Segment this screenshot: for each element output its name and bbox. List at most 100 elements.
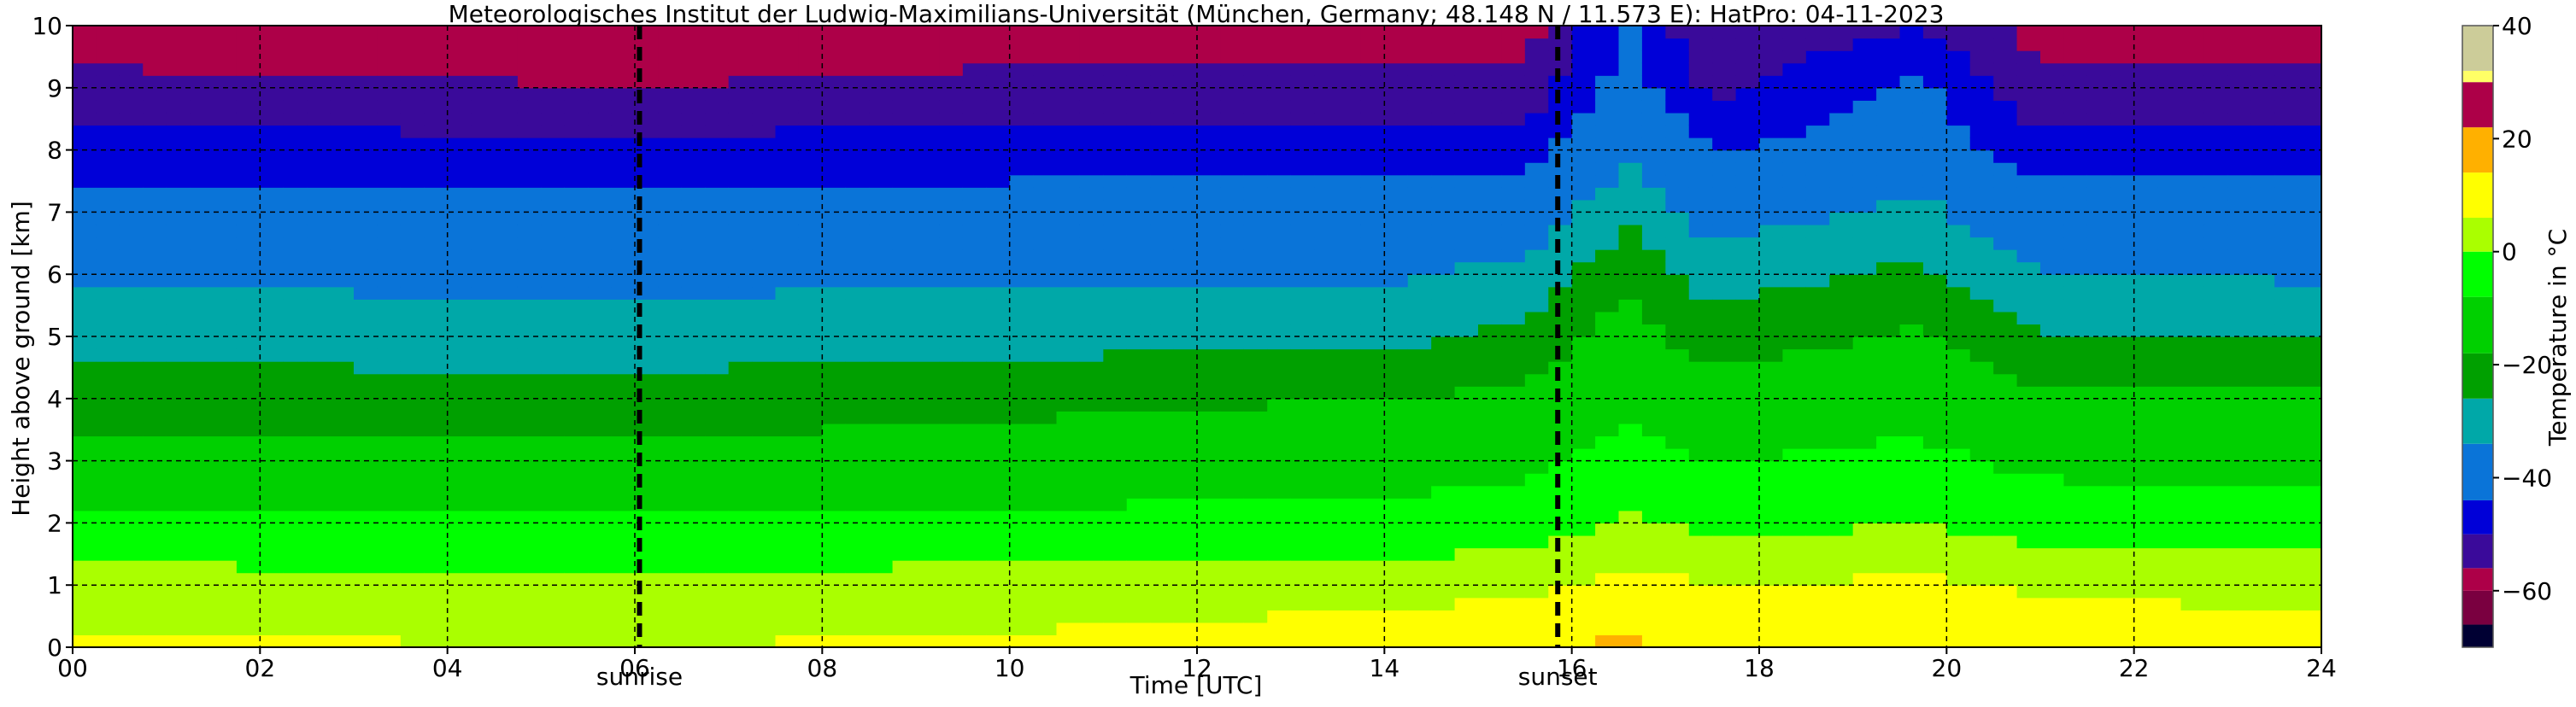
heatmap-cell	[2157, 237, 2182, 250]
heatmap-cell	[1782, 498, 1807, 511]
heatmap-cell	[1946, 435, 1971, 449]
heatmap-cell	[424, 547, 449, 561]
heatmap-cell	[2250, 423, 2275, 437]
heatmap-cell	[400, 100, 425, 114]
heatmap-cell	[611, 50, 636, 64]
heatmap-cell	[1243, 547, 1268, 561]
heatmap-cell	[377, 26, 402, 39]
heatmap-cell	[1665, 498, 1690, 511]
heatmap-cell	[213, 274, 238, 288]
heatmap-cell	[73, 498, 97, 511]
heatmap-cell	[377, 435, 402, 449]
heatmap-cell	[1033, 435, 1058, 449]
heatmap-cell	[1431, 26, 1456, 39]
heatmap-cell	[1899, 610, 1924, 623]
heatmap-cell	[377, 473, 402, 487]
heatmap-cell	[1360, 112, 1385, 126]
heatmap-cell	[588, 585, 613, 599]
heatmap-cell	[1595, 510, 1620, 523]
heatmap-cell	[471, 26, 496, 39]
heatmap-cell	[1314, 348, 1339, 362]
heatmap-cell	[1478, 249, 1503, 263]
heatmap-cell	[236, 348, 261, 362]
heatmap-cell	[1969, 199, 1994, 213]
heatmap-cell	[1220, 311, 1245, 325]
heatmap-cell	[845, 212, 870, 225]
heatmap-cell	[1805, 100, 1830, 114]
heatmap-cell	[1595, 149, 1620, 163]
x-tick-label: 18	[1744, 654, 1775, 682]
heatmap-cell	[1384, 498, 1409, 511]
heatmap-cell	[1805, 622, 1830, 636]
heatmap-cell	[1267, 373, 1292, 387]
heatmap-cell	[1173, 473, 1198, 487]
heatmap-cell	[517, 634, 542, 648]
heatmap-cell	[1360, 261, 1385, 275]
heatmap-cell	[775, 87, 800, 101]
heatmap-cell	[190, 87, 214, 101]
heatmap-cell	[2250, 361, 2275, 375]
heatmap-cell	[611, 249, 636, 263]
heatmap-cell	[2180, 473, 2205, 487]
heatmap-cell	[752, 398, 777, 412]
heatmap-cell	[2274, 498, 2299, 511]
heatmap-cell	[2016, 510, 2041, 523]
heatmap-cell	[564, 237, 589, 250]
heatmap-cell	[166, 174, 191, 188]
heatmap-cell	[588, 311, 613, 325]
heatmap-cell	[1712, 187, 1737, 201]
heatmap-cell	[2250, 634, 2275, 648]
heatmap	[73, 26, 2322, 648]
heatmap-cell	[1852, 261, 1877, 275]
heatmap-cell	[1571, 324, 1596, 337]
heatmap-cell	[681, 237, 706, 250]
heatmap-cell	[1314, 622, 1339, 636]
heatmap-cell	[892, 411, 917, 424]
heatmap-cell	[1454, 348, 1479, 362]
heatmap-cell	[1267, 510, 1292, 523]
heatmap-cell	[1243, 535, 1268, 549]
heatmap-cell	[1243, 448, 1268, 462]
heatmap-cell	[166, 311, 191, 325]
heatmap-cell	[916, 38, 941, 51]
heatmap-cell	[1618, 199, 1643, 213]
heatmap-cell	[471, 112, 496, 126]
heatmap-cell	[1946, 174, 1971, 188]
heatmap-cell	[96, 411, 120, 424]
heatmap-cell	[1641, 547, 1666, 561]
heatmap-cell	[1712, 87, 1737, 101]
heatmap-cell	[1665, 87, 1690, 101]
heatmap-cell	[1173, 460, 1198, 474]
heatmap-cell	[611, 610, 636, 623]
heatmap-cell	[681, 100, 706, 114]
heatmap-cell	[1267, 535, 1292, 549]
heatmap-cell	[213, 610, 238, 623]
heatmap-cell	[1548, 398, 1573, 412]
heatmap-cell	[166, 585, 191, 599]
heatmap-cell	[681, 286, 706, 300]
heatmap-cell	[1384, 324, 1409, 337]
heatmap-cell	[1478, 299, 1503, 313]
heatmap-cell	[845, 535, 870, 549]
heatmap-cell	[869, 137, 894, 151]
heatmap-cell	[1524, 547, 1549, 561]
heatmap-cell	[775, 137, 800, 151]
heatmap-cell	[143, 187, 167, 201]
heatmap-cell	[986, 336, 1011, 350]
heatmap-cell	[1079, 411, 1104, 424]
heatmap-cell	[424, 423, 449, 437]
heatmap-cell	[2203, 249, 2228, 263]
heatmap-cell	[798, 286, 823, 300]
heatmap-cell	[892, 535, 917, 549]
heatmap-cell	[775, 237, 800, 250]
heatmap-cell	[1665, 174, 1690, 188]
heatmap-cell	[1384, 386, 1409, 400]
heatmap-cell	[119, 87, 144, 101]
heatmap-cell	[1595, 585, 1620, 599]
heatmap-cell	[986, 622, 1011, 636]
heatmap-cell	[1360, 212, 1385, 225]
heatmap-cell	[2227, 560, 2252, 574]
heatmap-cell	[1805, 87, 1830, 101]
heatmap-cell	[1922, 473, 1947, 487]
heatmap-cell	[681, 398, 706, 412]
